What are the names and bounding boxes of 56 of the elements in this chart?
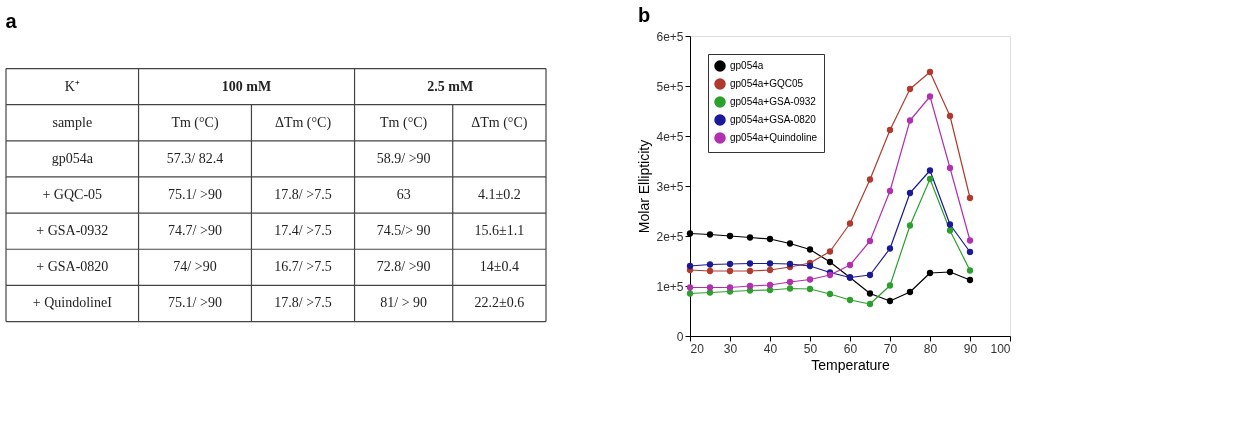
text: Tm (°C) <box>380 114 428 130</box>
x-axis-title: Temperature <box>811 356 891 373</box>
x-tick-label: 90 <box>963 341 978 356</box>
text: ΔTm (°C) <box>274 114 332 130</box>
text: 100 mM <box>221 78 272 94</box>
x-tick-label: 40 <box>763 341 778 356</box>
text: + GSA-0820 <box>36 259 109 275</box>
x-tick-label: 100 <box>990 341 1011 356</box>
legend-label: gp054a+Quindoline <box>730 132 818 143</box>
text: 75.1/ >90 <box>168 187 222 203</box>
text: sample <box>52 114 93 130</box>
text: 17.4/ >7.5 <box>274 223 332 239</box>
text: a <box>5 10 18 32</box>
text: 4.1±0.2 <box>478 187 521 203</box>
text: 57.3/ 82.4 <box>166 150 224 166</box>
x-tick-label: 80 <box>923 341 938 356</box>
x-tick-label: 50 <box>803 341 818 356</box>
text: 17.8/ >7.5 <box>274 295 332 311</box>
text: K⁺ <box>64 78 80 94</box>
text: 14±0.4 <box>479 259 519 275</box>
legend-label: gp054a+GQC05 <box>730 78 804 89</box>
text: 58.9/ >90 <box>376 150 431 166</box>
text: 2.5 mM <box>427 78 474 94</box>
text: Tm (°C) <box>171 114 219 130</box>
x-tick-label: 30 <box>723 341 738 356</box>
y-tick-label: 6e+5 <box>656 29 684 44</box>
x-tick-label: 20 <box>690 341 705 356</box>
x-tick-label: 60 <box>843 341 858 356</box>
text: 16.7/ >7.5 <box>274 259 332 275</box>
text: + QuindolineI <box>32 295 112 311</box>
legend-label: gp054a <box>730 60 764 71</box>
text: 22.2±0.6 <box>474 295 525 311</box>
legend-label: gp054a+GSA-0820 <box>730 114 817 125</box>
x-tick-label: 70 <box>883 341 898 356</box>
text: 72.8/ >90 <box>376 259 431 275</box>
text: + GQC-05 <box>42 187 103 203</box>
y-tick-label: 1e+5 <box>656 279 684 294</box>
chart-title: b <box>637 4 651 26</box>
y-tick-label: 2e+5 <box>656 229 684 244</box>
text: 15.6±1.1 <box>474 223 525 239</box>
text: 74.7/ >90 <box>168 223 222 239</box>
y-axis-title: Molar Ellipticity <box>636 139 653 234</box>
text: ΔTm (°C) <box>471 114 528 130</box>
y-tick-label: 0 <box>676 329 684 344</box>
text: gp054a <box>51 150 93 166</box>
y-tick-label: 5e+5 <box>656 79 684 94</box>
text: 75.1/ >90 <box>168 295 222 311</box>
text: + GSA-0932 <box>36 223 109 239</box>
legend-label: gp054a+GSA-0932 <box>730 96 817 107</box>
text: 74.5/> 90 <box>376 223 431 239</box>
text: 81/ > 90 <box>380 295 428 311</box>
text: 17.8/ >7.5 <box>274 187 332 203</box>
y-tick-label: 3e+5 <box>656 179 684 194</box>
text: 63 <box>396 187 411 203</box>
text: 74/ >90 <box>173 259 217 275</box>
y-tick-label: 4e+5 <box>656 129 684 144</box>
